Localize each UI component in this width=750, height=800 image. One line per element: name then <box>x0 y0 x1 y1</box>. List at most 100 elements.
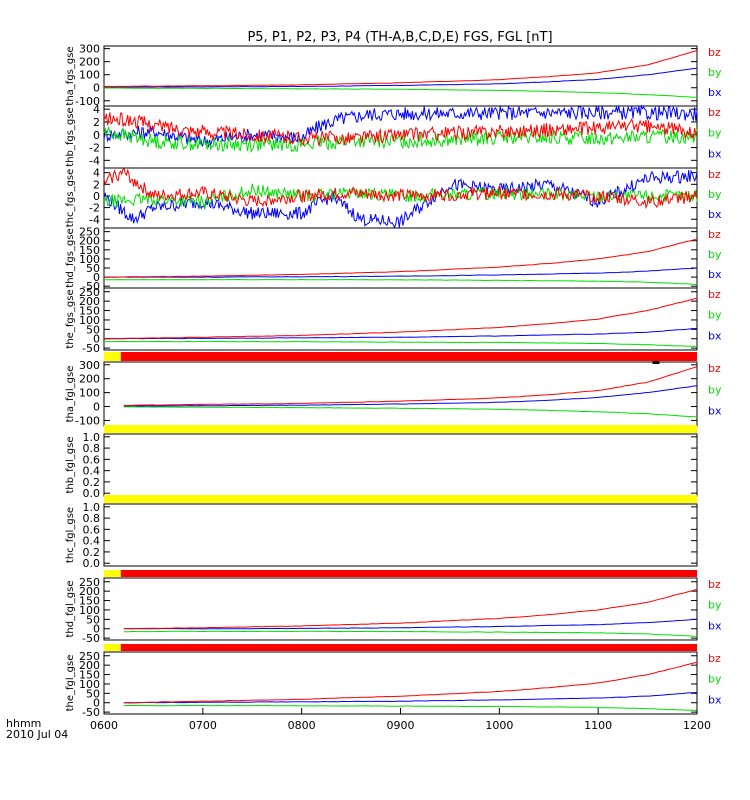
panel-thc_fgl_gse: 1.00.80.60.40.20.0 thc_fgl_gse <box>65 501 698 570</box>
legend-by: by <box>708 673 722 686</box>
series-line-bz <box>123 588 698 630</box>
legend-bx: bx <box>708 693 722 706</box>
y-axis-label: tha_fgs_gse <box>65 46 76 105</box>
series-line-bx <box>123 692 698 704</box>
series-line-by <box>103 125 698 153</box>
legend-by: by <box>708 248 722 261</box>
legend-by: by <box>708 599 722 612</box>
flag-bar <box>104 352 698 364</box>
y-tick-label: 4 <box>93 103 100 116</box>
flag-segment-black <box>652 361 660 364</box>
legend-bz: bz <box>708 362 721 375</box>
panel-frame <box>103 503 698 567</box>
panel-thb_fgs_gse: 420-2-4 thb_fgs_gse bz by bx <box>65 103 722 169</box>
y-tick-label: 50 <box>86 262 100 275</box>
y-tick-label: 300 <box>79 43 100 56</box>
panel-thb_fgl_gse: 1.00.80.60.40.20.0 thb_fgl_gse <box>65 431 698 500</box>
flag-bar <box>104 425 697 433</box>
y-tick-label: 150 <box>79 669 100 682</box>
flag-segment-yellow <box>104 644 121 651</box>
x-tick-label: 1100 <box>584 719 612 732</box>
series-line-bx <box>103 104 698 148</box>
y-tick-label: 0 <box>93 271 100 284</box>
series-line-by <box>123 406 698 418</box>
y-tick-label: 200 <box>79 235 100 248</box>
legend-bz: bz <box>708 288 721 301</box>
y-tick-label: 2 <box>93 178 100 191</box>
y-tick-label: 0 <box>93 82 100 95</box>
y-tick-label: 0.8 <box>83 442 101 455</box>
series-line-bx <box>123 618 698 630</box>
y-tick-label: 100 <box>79 314 100 327</box>
legend-bx: bx <box>708 619 722 632</box>
y-tick-label: 100 <box>79 69 100 82</box>
legend-bx: bx <box>708 329 722 342</box>
series-line-bz <box>103 168 698 210</box>
y-tick-label: 0.0 <box>83 487 101 500</box>
time-axis-label: hhmm <box>6 717 41 730</box>
y-tick-label: 250 <box>79 286 100 299</box>
legend-bx: bx <box>708 86 722 99</box>
y-tick-label: -50 <box>82 706 100 719</box>
legend-by: by <box>708 188 722 201</box>
y-tick-label: 1.0 <box>83 501 101 514</box>
y-tick-label: 200 <box>79 373 100 386</box>
series-line-bx <box>103 328 698 340</box>
y-tick-label: 200 <box>79 659 100 672</box>
y-tick-label: 0.8 <box>83 512 101 525</box>
y-tick-label: 0.4 <box>83 535 101 548</box>
panel-frame <box>103 287 698 351</box>
y-tick-label: 0.4 <box>83 465 101 478</box>
panel-frame <box>103 227 698 289</box>
legend-by: by <box>708 309 722 322</box>
y-tick-label: 250 <box>79 576 100 589</box>
flag-bar <box>104 644 698 651</box>
y-tick-label: -4 <box>89 154 100 167</box>
y-tick-label: -50 <box>82 280 100 293</box>
flag-segment-yellow <box>104 352 121 361</box>
y-tick-label: 50 <box>86 323 100 336</box>
y-tick-label: -100 <box>75 95 100 108</box>
panel-frame <box>103 577 698 641</box>
legend-bx: bx <box>708 208 722 221</box>
panel-thc_fgs_gse: 420-2-4 thc_fgs_gse bz by bx <box>65 167 722 229</box>
panel-frame <box>103 651 698 715</box>
y-tick-label: 50 <box>86 687 100 700</box>
y-tick-label: -50 <box>82 342 100 355</box>
flag-segment-red <box>120 644 698 651</box>
y-tick-label: 50 <box>86 613 100 626</box>
y-axis-label: tha_fgl_gse <box>65 366 76 423</box>
flag-bar <box>104 570 698 577</box>
series-line-bz <box>103 50 698 88</box>
flag-segment-red <box>120 570 698 577</box>
series-line-by <box>103 340 698 347</box>
flag-segment-yellow <box>104 570 121 577</box>
panel-frame <box>103 433 698 497</box>
legend-by: by <box>708 383 722 396</box>
legend-by: by <box>708 127 722 140</box>
y-tick-label: 0 <box>93 129 100 142</box>
x-tick-label: 1200 <box>683 719 711 732</box>
y-tick-label: 4 <box>93 167 100 180</box>
y-tick-label: 200 <box>79 56 100 69</box>
series-line-bx <box>103 169 698 229</box>
y-axis-label: thc_fgs_gse <box>65 169 76 228</box>
flag-segment-red <box>120 352 698 361</box>
y-tick-label: 0 <box>93 333 100 346</box>
flag-bar <box>104 495 697 503</box>
y-axis-label: the_fgs_gse <box>65 289 76 348</box>
series-line-bz <box>103 238 698 278</box>
series-line-bx <box>103 267 698 278</box>
series-line-bz <box>123 661 698 704</box>
series-line-bx <box>104 67 698 88</box>
series-line-bz <box>103 297 698 340</box>
y-tick-label: 100 <box>79 387 100 400</box>
y-tick-label: 0.2 <box>83 546 101 559</box>
legend-bz: bz <box>708 652 721 665</box>
y-tick-label: 0 <box>93 190 100 203</box>
